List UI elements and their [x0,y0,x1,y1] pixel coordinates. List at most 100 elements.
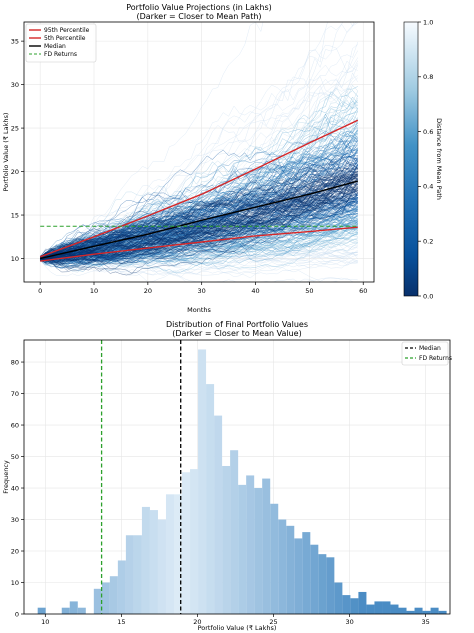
histogram-bar [455,611,463,614]
colorbar: 0.0 0.2 0.4 0.6 0.8 1.0 Distance from Mean Pa… [403,18,443,300]
simulated-path-line [40,170,358,258]
chart1-x-axis-label: Months [187,306,211,314]
histogram-bar [406,610,415,614]
chart2-x-tick-label: 10 [41,618,49,626]
chart1-y-tick-label: 10 [11,255,19,263]
histogram-bar [366,604,375,614]
simulated-path-line [40,177,358,260]
chart2-reference-lines [100,340,182,614]
chart2-x-tick-label: 35 [422,618,430,626]
chart1-x-ticks: 0 10 20 30 40 50 60 [38,282,367,295]
chart2-y-axis-label: Frequency [2,460,10,494]
simulated-path-line [40,173,358,260]
chart2-x-tick-label: 30 [345,618,353,626]
simulated-path-line [40,178,358,260]
simulated-path-line [40,187,358,268]
histogram-bar [69,601,78,614]
chart2-y-tick-label: 20 [11,547,19,555]
legend-label-fd: FD Returns [44,51,77,58]
simulated-path-line [40,181,359,259]
simulated-path-line [40,223,358,267]
histogram-bar [125,535,134,614]
histogram-bar [254,488,263,614]
histogram-bar [374,601,383,614]
histogram-bar [133,535,142,614]
histogram-bar [109,576,118,614]
simulated-path-line [40,177,358,265]
legend2-label-median: Median [419,345,441,352]
simulated-path-line [40,175,358,260]
chart1-y-ticks: 10 15 20 25 30 35 [11,37,24,263]
histogram-bar [157,519,166,614]
histogram-bar [278,519,287,614]
chart2-y-tick-label: 60 [11,421,19,429]
histogram-bar [61,607,70,614]
chart1-y-tick-label: 30 [11,81,19,89]
simulated-path-line [40,57,359,259]
simulated-path-line [40,174,358,264]
histogram-bar [165,494,174,614]
histogram-bar [182,472,191,614]
histogram-bar [422,610,431,614]
histogram-bar [390,604,399,614]
histogram-bar [310,544,319,614]
chart2-title: Distribution of Final Portfolio Values [166,320,308,329]
projection-chart: Portfolio Value Projections (in Lakhs) (… [2,3,443,314]
chart2-y-tick-label: 30 [11,516,19,524]
histogram-bar [198,349,207,614]
chart2-legend: Median FD Returns [401,341,452,366]
histogram-bar [222,465,231,614]
histogram-bar [318,554,327,614]
simulated-path-line [40,182,358,263]
chart2-x-axis-label: Portfolio Value (₹ Lakhs) [198,624,277,632]
chart1-y-axis-label: Portfolio Value (₹ Lakhs) [2,113,10,192]
histogram-bar [326,557,335,614]
simulated-path-line [40,116,359,258]
histogram-bar [141,506,150,614]
simulated-path-line [40,169,358,261]
chart2-x-tick-label: 25 [269,618,277,626]
histogram-bar [270,503,279,614]
series-line-5th-percentile [40,226,358,262]
distribution-chart: Distribution of Final Portfolio Values (… [2,320,474,632]
colorbar-label: Distance from Mean Path [435,118,443,200]
chart2-x-tick-label: 20 [193,618,201,626]
histogram-bar [190,469,199,614]
simulated-path-line [40,184,358,265]
chart1-x-tick-label: 20 [144,287,152,295]
colorbar-tick-label: 0.4 [423,183,433,191]
histogram-bar [37,607,46,614]
histogram-bar [430,607,439,614]
simulated-path-line [40,155,358,257]
chart1-y-tick-label: 35 [11,37,19,45]
histogram-bar [382,601,391,614]
simulated-path-line [40,97,359,259]
histogram-bar [471,611,474,614]
chart1-x-tick-label: 0 [38,287,42,295]
chart2-y-tick-label: 50 [11,453,19,461]
simulated-path-line [40,180,359,258]
histogram-bar [230,450,239,614]
chart1-summary-lines [39,119,359,262]
colorbar-tick-label: 0.8 [423,73,433,81]
histogram-bar [117,560,126,614]
histogram-bar [398,607,407,614]
histogram-bar [149,510,158,614]
chart1-plot-frame [23,21,375,283]
histogram-bar [438,610,447,614]
histogram-bar [206,384,215,614]
histogram-bar [246,475,255,614]
histogram-bar [358,591,367,614]
histogram-bar [101,582,110,614]
chart1-subtitle: (Darker = Closer to Mean Path) [136,12,261,21]
chart2-x-ticks: 10 15 20 25 30 35 [41,614,430,626]
chart1-y-tick-label: 20 [11,168,19,176]
chart2-y-tick-label: 70 [11,390,19,398]
legend-label-median: Median [44,43,66,50]
colorbar-ticks: 0.0 0.2 0.4 0.6 0.8 1.0 [418,18,433,300]
simulated-path-line [40,184,358,276]
chart1-x-tick-label: 30 [198,287,206,295]
simulated-path-line [40,173,358,261]
histogram-bar [93,588,102,614]
